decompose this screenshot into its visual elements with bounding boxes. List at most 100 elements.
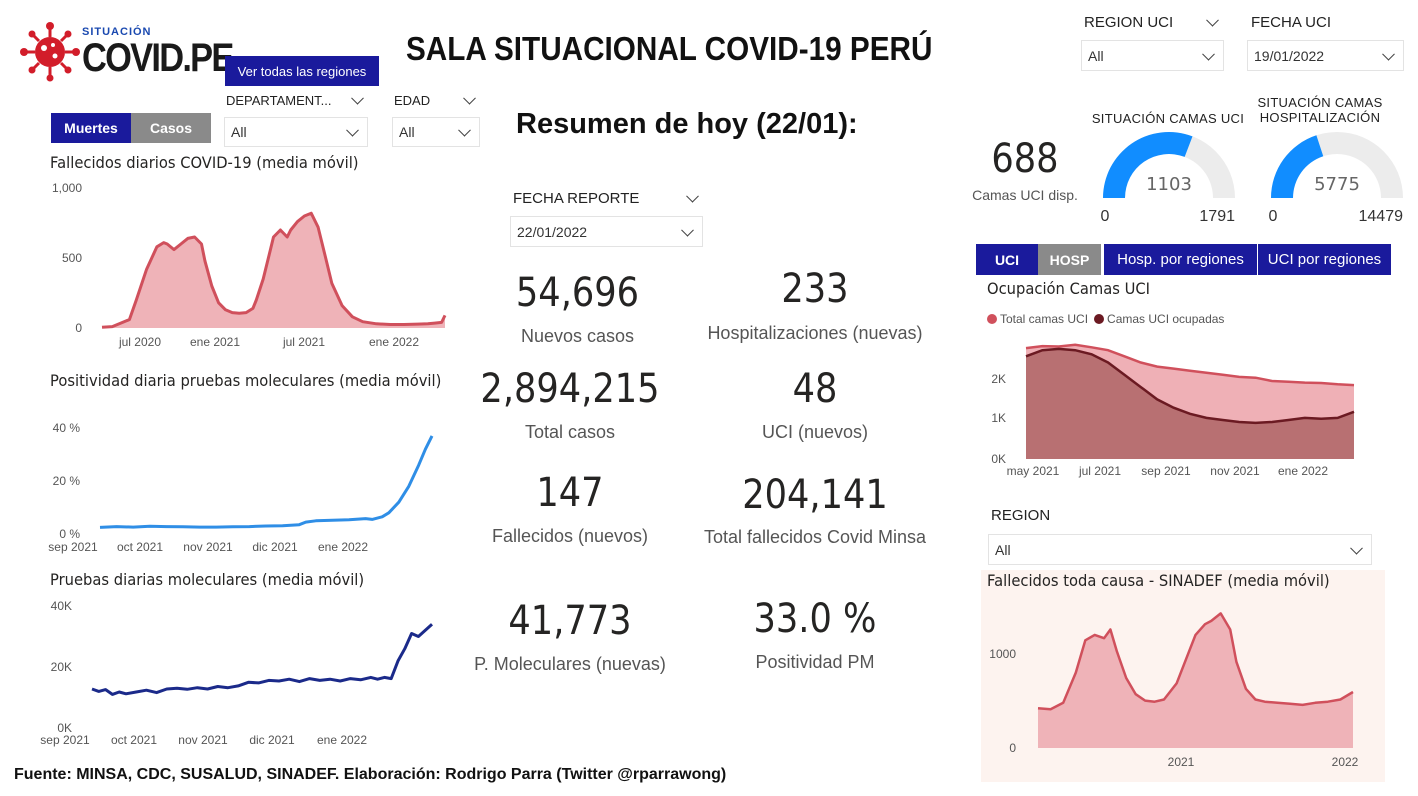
- chart-pruebas-title: Pruebas diarias moleculares (media móvil…: [50, 570, 365, 589]
- x-tick-label: ene 2022: [1278, 464, 1328, 478]
- chevron-down-icon: [1202, 47, 1215, 61]
- kpi-uci-nuevos-label: UCI (nuevos): [761, 422, 869, 442]
- chart-positividad: 40 % 20 % 0 %sep 2021 oct 2021 nov 2021 dic 2…: [48, 421, 434, 554]
- kpi-nuevos-casos-value: 54,696: [515, 270, 640, 316]
- x-tick-label: 2021: [1168, 755, 1195, 769]
- y-tick-label: 0K: [57, 721, 72, 735]
- chevron-down-icon: [681, 223, 694, 237]
- x-tick-label: dic 2021: [249, 733, 295, 747]
- kpi-total-casos-value: 2,894,215: [480, 366, 660, 412]
- gauge-hosp-chart: 5775 0 14479: [1269, 132, 1404, 225]
- tab-uci-regiones[interactable]: UCI por regiones: [1258, 244, 1391, 275]
- legend-total-label: Total camas UCI: [1000, 312, 1089, 326]
- chevron-down-icon: [346, 123, 359, 137]
- x-tick-label: nov 2021: [183, 540, 233, 554]
- kpi-pm-nuevas-value: 41,773: [508, 598, 632, 644]
- logo-title: COVID.PE: [82, 36, 234, 80]
- gauge-max: 14479: [1359, 208, 1404, 225]
- gauge-uci-title: SITUACIÓN CAMAS UCI: [1091, 111, 1245, 126]
- fecha-uci-label: FECHA UCI: [1251, 14, 1332, 31]
- kpi-total-fallecidos-value: 204,141: [742, 472, 888, 518]
- gauge-min: 0: [1269, 208, 1278, 225]
- legend-dot-total: [987, 314, 997, 324]
- region-value: All: [995, 541, 1011, 558]
- x-tick-label: ene 2022: [317, 733, 367, 747]
- chevron-down-icon[interactable]: [1204, 13, 1220, 30]
- x-tick-label: sep 2021: [1141, 464, 1191, 478]
- see-all-regions-button[interactable]: Ver todas las regiones: [225, 56, 379, 86]
- gauge-min: 0: [1101, 208, 1110, 225]
- kpi-nuevos-casos-label: Nuevos casos: [520, 326, 635, 346]
- chevron-down-icon[interactable]: [462, 91, 476, 107]
- x-tick-label: jul 2021: [282, 335, 325, 349]
- y-tick-label: 40K: [51, 599, 72, 613]
- departamento-label: DEPARTAMENT...: [226, 93, 332, 108]
- y-tick-label: 20K: [51, 660, 72, 674]
- chart-fallecidos: 1,000 500 0 jul 2020 ene 2021 jul 2021 ene 202…: [52, 181, 447, 349]
- y-tick-label: 1,000: [52, 181, 82, 195]
- series-area: [1038, 613, 1353, 748]
- fecha-uci-dropdown[interactable]: 19/01/2022: [1247, 40, 1404, 71]
- chevron-down-icon[interactable]: [684, 189, 700, 206]
- toggle-muertes-button[interactable]: Muertes: [51, 113, 131, 143]
- gauge-max: 1791: [1199, 208, 1235, 225]
- region-dropdown[interactable]: All: [988, 534, 1372, 565]
- y-tick-label: 1000: [989, 647, 1016, 661]
- series-line: [101, 211, 447, 329]
- x-tick-label: ene 2021: [190, 335, 240, 349]
- edad-dropdown[interactable]: All: [392, 117, 480, 147]
- edad-value: All: [399, 124, 415, 140]
- chevron-down-icon[interactable]: [350, 91, 364, 107]
- gauge-uci-chart: 1103 0 1791: [1101, 132, 1235, 225]
- departamento-dropdown[interactable]: All: [224, 117, 368, 147]
- x-tick-label: oct 2021: [117, 540, 163, 554]
- kpi-hosp-nuevas-label: Hospitalizaciones (nuevas): [707, 323, 923, 343]
- series-area-ocupadas: [1026, 348, 1354, 459]
- y-tick-label: 0: [1009, 741, 1016, 755]
- chart-sinadef-title: Fallecidos toda causa - SINADEF (media m…: [987, 571, 1330, 590]
- y-tick-label: 0: [75, 321, 82, 335]
- y-tick-label: 500: [62, 251, 82, 265]
- kpi-fallecidos-nuevos-label: Fallecidos (nuevos): [491, 526, 649, 546]
- fecha-uci-value: 19/01/2022: [1254, 47, 1325, 64]
- chevron-down-icon: [458, 123, 471, 137]
- region-uci-dropdown[interactable]: All: [1081, 40, 1224, 71]
- series-area: [102, 213, 445, 328]
- chart-fallecidos-title: Fallecidos diarios COVID-19 (media móvil…: [50, 153, 359, 172]
- tab-uci[interactable]: UCI: [976, 244, 1038, 275]
- gauge-fill: [1103, 132, 1193, 198]
- logo: SITUACIÓN COVID.PE: [18, 14, 234, 86]
- kpi-pm-nuevas-label: P. Moleculares (nuevas): [474, 654, 666, 674]
- x-tick-label: oct 2021: [111, 733, 157, 747]
- gauge-value: 1103: [1146, 174, 1192, 195]
- page-title: SALA SITUACIONAL COVID-19 PERÚ: [406, 30, 933, 67]
- kpi-positividad-label: Positividad PM: [755, 652, 875, 672]
- x-tick-label: may 2021: [1007, 464, 1060, 478]
- camas-uci-disp-label: Camas UCI disp.: [972, 187, 1078, 203]
- kpi-uci-nuevos-value: 48: [792, 366, 838, 412]
- x-tick-label: jul 2020: [118, 335, 161, 349]
- y-tick-label: 0K: [991, 452, 1006, 466]
- kpi-fallecidos-nuevos-value: 147: [536, 470, 604, 516]
- legend-dot-ocupadas: [1094, 314, 1105, 324]
- tab-hosp-regiones[interactable]: Hosp. por regiones: [1104, 244, 1257, 275]
- summary-heading: Resumen de hoy (22/01):: [516, 108, 858, 140]
- toggle-casos-button[interactable]: Casos: [131, 113, 211, 143]
- series-line: [91, 623, 434, 696]
- series-line-total: [1025, 343, 1355, 387]
- logo-subtitle: SITUACIÓN: [82, 26, 152, 38]
- tab-hosp[interactable]: HOSP: [1038, 244, 1101, 275]
- gauge-fill: [1271, 135, 1324, 198]
- footer-source: Fuente: MINSA, CDC, SUSALUD, SINADEF. El…: [14, 766, 727, 783]
- chevron-down-icon: [1350, 541, 1363, 555]
- x-tick-label: 2022: [1332, 755, 1359, 769]
- y-tick-label: 1K: [991, 411, 1006, 425]
- x-tick-label: sep 2021: [40, 733, 90, 747]
- series-line: [99, 435, 434, 529]
- x-tick-label: nov 2021: [178, 733, 228, 747]
- region-label: REGION: [991, 507, 1051, 524]
- fecha-reporte-dropdown[interactable]: 22/01/2022: [510, 216, 703, 247]
- gauge-value: 5775: [1314, 174, 1360, 195]
- region-uci-value: All: [1088, 47, 1104, 64]
